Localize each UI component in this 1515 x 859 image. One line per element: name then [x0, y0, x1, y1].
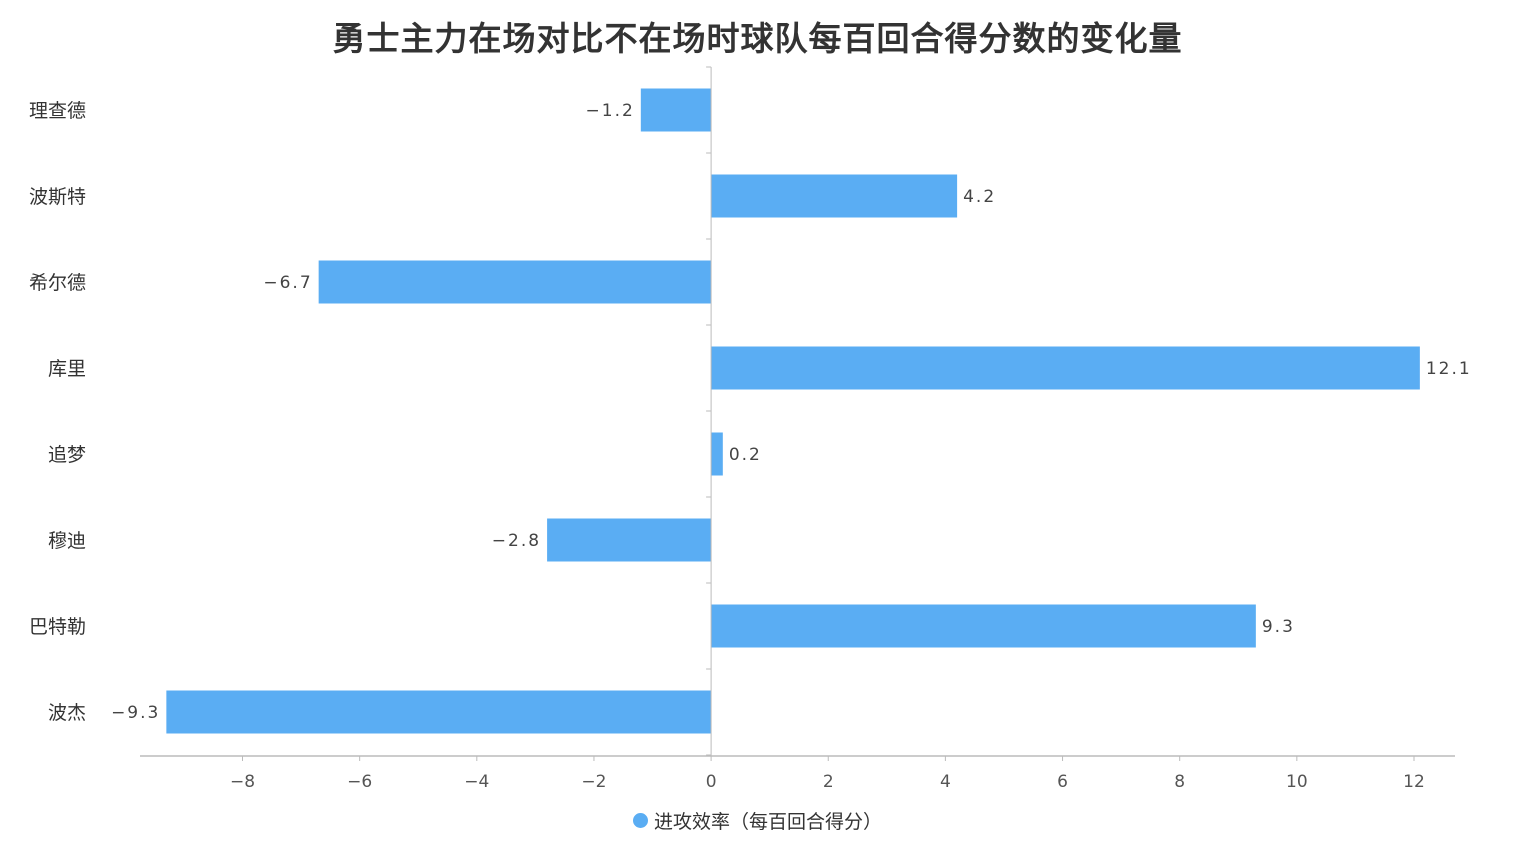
- value-tick-label: 12: [1403, 772, 1425, 792]
- labels-layer: 理查德 −1.2 波斯特 4.2 希尔德 −6.7 库里 12.1 追梦 0.2 穆迪 −2.8 巴特勒…: [29, 100, 1472, 792]
- axis-layer: [140, 66, 1455, 761]
- bar[interactable]: [711, 346, 1420, 390]
- category-label: 穆迪: [48, 530, 86, 552]
- data-label: −2.8: [492, 531, 541, 551]
- category-label: 波斯特: [29, 186, 86, 208]
- category-label: 追梦: [48, 444, 86, 466]
- bar[interactable]: [711, 174, 958, 218]
- bar[interactable]: [640, 88, 712, 132]
- value-tick-label: 4: [940, 772, 951, 792]
- value-tick-label: −6: [347, 772, 372, 792]
- data-label: 0.2: [729, 445, 762, 465]
- value-tick-label: −8: [230, 772, 255, 792]
- bar[interactable]: [166, 690, 712, 734]
- data-label: 4.2: [963, 187, 996, 207]
- chart-title: 勇士主力在场对比不在场时球队每百回合得分数的变化量: [332, 19, 1183, 58]
- data-label: 9.3: [1262, 617, 1295, 637]
- category-label: 库里: [48, 358, 86, 380]
- value-tick-label: 6: [1057, 772, 1068, 792]
- bar[interactable]: [547, 518, 712, 562]
- legend[interactable]: 进攻效率（每百回合得分）: [0, 807, 1515, 834]
- value-tick-label: 8: [1174, 772, 1185, 792]
- data-label: −6.7: [263, 273, 312, 293]
- bar[interactable]: [711, 432, 723, 476]
- bar[interactable]: [711, 604, 1256, 648]
- bar[interactable]: [318, 260, 712, 304]
- category-label: 巴特勒: [29, 616, 86, 638]
- data-label: 12.1: [1426, 359, 1472, 379]
- value-tick-label: 10: [1286, 772, 1308, 792]
- value-tick-label: 0: [706, 772, 717, 792]
- legend-marker: [632, 813, 648, 828]
- value-tick-label: −4: [464, 772, 489, 792]
- data-label: −1.2: [586, 101, 635, 121]
- category-label: 希尔德: [29, 272, 86, 294]
- value-tick-label: 2: [823, 772, 834, 792]
- category-label: 理查德: [29, 100, 86, 122]
- legend-label: 进攻效率（每百回合得分）: [653, 811, 882, 833]
- category-label: 波杰: [48, 702, 86, 724]
- data-label: −9.3: [111, 703, 160, 723]
- bars-layer: [166, 88, 1420, 734]
- value-tick-label: −2: [581, 772, 606, 792]
